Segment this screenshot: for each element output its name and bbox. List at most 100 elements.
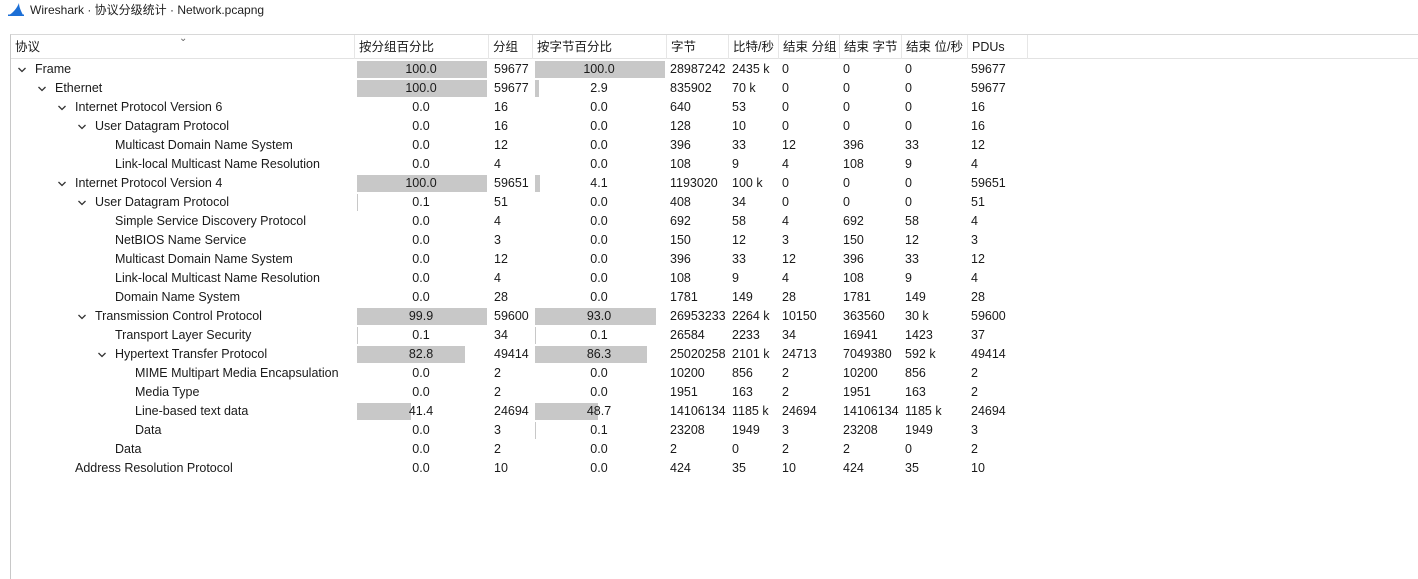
chevron-down-icon[interactable] — [75, 117, 89, 136]
tree-row[interactable]: MIME Multipart Media Encapsulation 0.0 0.0… — [11, 364, 1418, 383]
chevron-down-icon[interactable] — [75, 193, 89, 212]
tree-row[interactable]: Data 0.0 0.1 3 23208 1949 3 23208 1949 3 — [11, 421, 1418, 440]
protocol-name: MIME Multipart Media Encapsulation — [135, 366, 339, 380]
percent-packets-cell: 0.0 — [355, 364, 489, 383]
tree-row[interactable]: Line-based text data 41.4 48.7 24694 1410613… — [11, 402, 1418, 421]
packets-cell: 59600 — [494, 309, 529, 323]
protocol-name: Data — [115, 442, 142, 456]
protocol-name: Address Resolution Protocol — [75, 461, 233, 475]
tree-row[interactable]: Simple Service Discovery Protocol 0.0 0.0 4… — [11, 212, 1418, 231]
column-header-end-bits-per-second[interactable]: 结束 位/秒 — [902, 35, 968, 59]
protocol-cell: Multicast Domain Name System — [11, 250, 353, 269]
bits-per-second-cell: 149 — [732, 290, 753, 304]
percent-value: 0.0 — [412, 461, 430, 475]
protocol-cell: Data — [11, 440, 353, 459]
column-header-packets[interactable]: 分组 — [489, 35, 533, 59]
percent-bar — [357, 346, 465, 363]
protocol-cell: Line-based text data — [11, 402, 353, 421]
end-bytes-cell: 10200 — [843, 366, 878, 380]
tree-row[interactable]: Multicast Domain Name System 0.0 0.0 12 396 3… — [11, 136, 1418, 155]
bytes-cell: 108 — [670, 271, 691, 285]
bits-per-second-cell: 163 — [732, 385, 753, 399]
protocol-name: Link-local Multicast Name Resolution — [115, 271, 320, 285]
protocol-name: Transport Layer Security — [115, 328, 252, 342]
protocol-name: Multicast Domain Name System — [115, 252, 293, 266]
end-bytes-cell: 108 — [843, 157, 864, 171]
tree-row[interactable]: User Datagram Protocol 0.0 0.0 16 128 10 0 0 0 16 — [11, 117, 1418, 136]
column-header-pdus[interactable]: PDUs — [968, 35, 1028, 59]
percent-bytes-cell: 100.0 — [533, 60, 667, 79]
packets-cell: 51 — [494, 195, 508, 209]
protocol-cell: Frame — [11, 60, 353, 79]
percent-value: 0.0 — [412, 233, 430, 247]
end-bits-per-second-cell: 12 — [905, 233, 919, 247]
chevron-down-icon[interactable] — [55, 98, 69, 117]
bytes-cell: 408 — [670, 195, 691, 209]
percent-bar — [357, 61, 487, 78]
percent-value: 0.0 — [412, 214, 430, 228]
tree-row[interactable]: Link-local Multicast Name Resolution 0.0 0… — [11, 269, 1418, 288]
percent-bytes-cell: 2.9 — [533, 79, 667, 98]
tree-row[interactable]: Domain Name System 0.0 0.0 28 1781 149 28 1781 1… — [11, 288, 1418, 307]
column-header-end-packets[interactable]: 结束 分组 — [779, 35, 840, 59]
chevron-down-icon[interactable] — [55, 174, 69, 193]
bytes-cell: 692 — [670, 214, 691, 228]
tree-row[interactable]: Transmission Control Protocol 99.9 93.0 596… — [11, 307, 1418, 326]
column-header-bytes[interactable]: 字节 — [667, 35, 729, 59]
percent-value: 41.4 — [408, 404, 434, 418]
column-header-end-bytes[interactable]: 结束 字节 — [840, 35, 902, 59]
percent-bytes-cell: 0.0 — [533, 193, 667, 212]
tree-row[interactable]: Data 0.0 0.0 2 2 0 2 2 0 2 — [11, 440, 1418, 459]
pdus-cell: 12 — [971, 138, 985, 152]
end-bits-per-second-cell: 30 k — [905, 309, 929, 323]
bits-per-second-cell: 53 — [732, 100, 746, 114]
tree-row[interactable]: Internet Protocol Version 6 0.0 0.0 16 640 53… — [11, 98, 1418, 117]
pdus-cell: 2 — [971, 366, 978, 380]
protocol-name: Link-local Multicast Name Resolution — [115, 157, 320, 171]
tree-row[interactable]: Hypertext Transfer Protocol 82.8 86.3 49414… — [11, 345, 1418, 364]
end-bits-per-second-cell: 1423 — [905, 328, 933, 342]
tree-row[interactable]: Internet Protocol Version 4 100.0 4.1 59651… — [11, 174, 1418, 193]
chevron-down-icon[interactable] — [95, 345, 109, 364]
column-header-percent-bytes[interactable]: 按字节百分比 — [533, 35, 667, 59]
column-header-protocol[interactable]: 协议 — [11, 35, 355, 59]
percent-packets-cell: 0.1 — [355, 326, 489, 345]
protocol-cell: Internet Protocol Version 4 — [11, 174, 353, 193]
end-packets-cell: 2 — [782, 442, 789, 456]
tree-row[interactable]: User Datagram Protocol 0.1 0.0 51 408 34 0 0 0 51 — [11, 193, 1418, 212]
column-header-percent-packets[interactable]: 按分组百分比 — [355, 35, 489, 59]
chevron-down-icon[interactable] — [35, 79, 49, 98]
percent-bar — [535, 175, 541, 192]
tree-row[interactable]: Media Type 0.0 0.0 2 1951 163 2 1951 163 2 — [11, 383, 1418, 402]
percent-bytes-cell: 0.0 — [533, 231, 667, 250]
tree-row[interactable]: Frame 100.0 100.0 59677 28987242 2435 k 0 0 0 596… — [11, 60, 1418, 79]
end-bytes-cell: 0 — [843, 119, 850, 133]
percent-packets-cell: 100.0 — [355, 79, 489, 98]
tree-row[interactable]: Ethernet 100.0 2.9 59677 835902 70 k 0 0 0 59677 — [11, 79, 1418, 98]
end-packets-cell: 34 — [782, 328, 796, 342]
protocol-cell: Ethernet — [11, 79, 353, 98]
packets-cell: 12 — [494, 252, 508, 266]
bits-per-second-cell: 34 — [732, 195, 746, 209]
tree-row[interactable]: Link-local Multicast Name Resolution 0.0 0… — [11, 155, 1418, 174]
tree-row[interactable]: Transport Layer Security 0.1 0.1 34 26584 223… — [11, 326, 1418, 345]
protocol-cell: Transport Layer Security — [11, 326, 353, 345]
packets-cell: 4 — [494, 214, 501, 228]
end-packets-cell: 0 — [782, 195, 789, 209]
bits-per-second-cell: 9 — [732, 157, 739, 171]
tree-row[interactable]: Multicast Domain Name System 0.0 0.0 12 396 3… — [11, 250, 1418, 269]
protocol-cell: Internet Protocol Version 6 — [11, 98, 353, 117]
bytes-cell: 26584 — [670, 328, 705, 342]
bits-per-second-cell: 12 — [732, 233, 746, 247]
column-header-bits-per-second[interactable]: 比特/秒 — [729, 35, 779, 59]
tree-row[interactable]: Address Resolution Protocol 0.0 0.0 10 424 35… — [11, 459, 1418, 478]
end-bits-per-second-cell: 0 — [905, 119, 912, 133]
pdus-cell: 59677 — [971, 81, 1006, 95]
tree-row[interactable]: NetBIOS Name Service 0.0 0.0 3 150 12 3 150 12 3 — [11, 231, 1418, 250]
chevron-down-icon[interactable] — [75, 307, 89, 326]
protocol-cell: Data — [11, 421, 353, 440]
chevron-down-icon[interactable] — [15, 60, 29, 79]
percent-value: 0.0 — [412, 290, 430, 304]
end-packets-cell: 2 — [782, 366, 789, 380]
protocol-tree: Frame 100.0 100.0 59677 28987242 2435 k 0 0 0 596… — [11, 60, 1418, 478]
